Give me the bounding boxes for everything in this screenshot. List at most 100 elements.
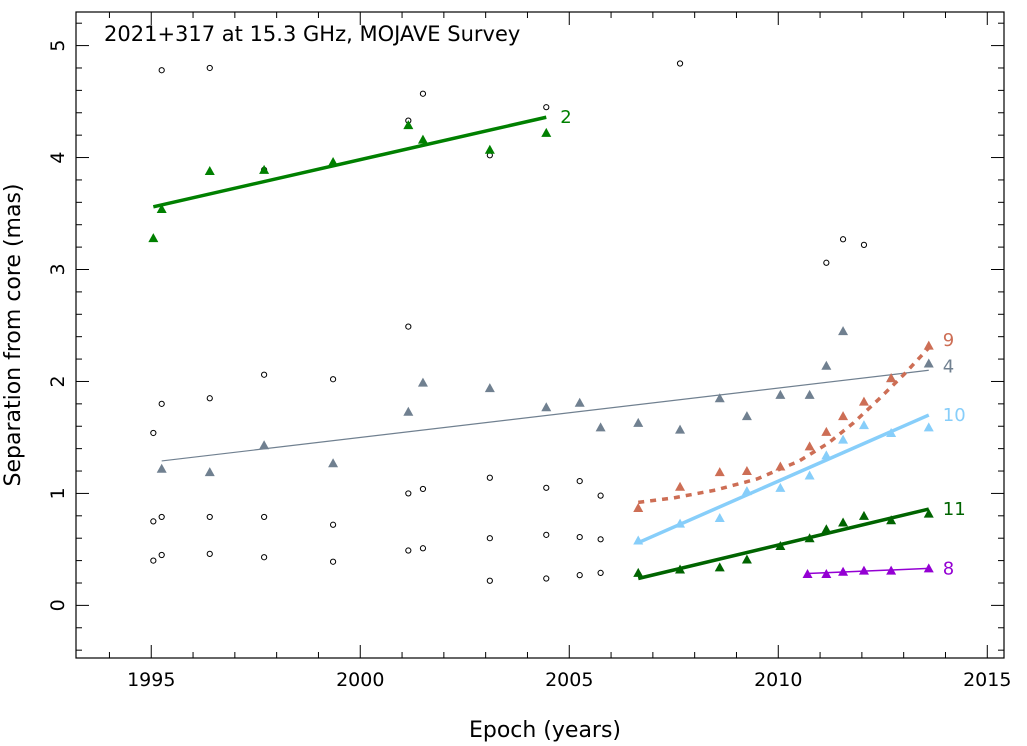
data-point-10 xyxy=(633,535,644,545)
series-label-9: 9 xyxy=(943,330,954,351)
fit-line-2 xyxy=(152,115,547,209)
unassigned-point xyxy=(839,236,847,243)
data-point-2 xyxy=(484,144,495,154)
unassigned-point xyxy=(405,323,412,330)
unassigned-point xyxy=(405,490,412,497)
data-point-10 xyxy=(804,470,815,480)
unassigned-point xyxy=(261,513,268,521)
unassigned-point xyxy=(576,533,583,541)
x-tick-label: 2015 xyxy=(963,669,1011,691)
data-point-11 xyxy=(775,541,786,551)
unassigned-point xyxy=(597,536,604,543)
data-point-4 xyxy=(675,424,686,434)
x-axis-title: Epoch (years) xyxy=(469,718,621,743)
data-point-4 xyxy=(741,411,752,421)
data-point-8 xyxy=(821,569,832,579)
data-point-8 xyxy=(886,565,897,575)
unassigned-point xyxy=(206,513,213,521)
unassigned-point xyxy=(206,64,213,72)
y-tick-label: 0 xyxy=(47,599,69,611)
data-point-4 xyxy=(259,440,270,450)
unassigned-point xyxy=(543,484,550,491)
data-point-2 xyxy=(417,134,428,144)
unassigned-point xyxy=(860,241,868,248)
data-point-4 xyxy=(775,389,786,399)
data-point-10 xyxy=(714,513,725,523)
data-point-4 xyxy=(204,467,215,477)
unassigned-point xyxy=(261,554,268,561)
data-point-4 xyxy=(923,358,934,368)
unassigned-point xyxy=(543,531,550,538)
data-point-9 xyxy=(714,467,725,477)
data-point-10 xyxy=(886,427,897,437)
unassigned-point xyxy=(206,550,213,557)
data-point-4 xyxy=(714,393,725,403)
y-tick-label: 3 xyxy=(47,263,69,275)
series-label-8: 8 xyxy=(943,558,954,579)
chart-title: 2021+317 at 15.3 GHz, MOJAVE Survey xyxy=(104,22,520,46)
data-point-4 xyxy=(838,326,849,336)
data-point-4 xyxy=(403,406,414,416)
unassigned-point xyxy=(329,376,337,383)
x-tick-label: 2010 xyxy=(754,669,802,691)
unassigned-point xyxy=(206,395,213,402)
data-point-9 xyxy=(804,441,815,451)
data-point-9 xyxy=(775,461,786,471)
x-tick-label: 2000 xyxy=(336,669,384,691)
unassigned-point xyxy=(150,429,157,437)
data-point-2 xyxy=(156,204,167,214)
fit-line-9 xyxy=(638,346,931,505)
y-tick-label: 1 xyxy=(47,487,69,499)
data-point-11 xyxy=(675,564,686,574)
unassigned-point xyxy=(158,67,165,74)
data-point-9 xyxy=(858,396,869,406)
data-point-2 xyxy=(328,157,339,167)
data-point-9 xyxy=(923,340,934,350)
chart-marks: 2 4 8 9 10 11 xyxy=(148,60,966,584)
unassigned-point xyxy=(823,259,830,266)
data-point-9 xyxy=(821,426,832,436)
data-point-11 xyxy=(804,533,815,543)
data-point-2 xyxy=(204,165,215,175)
unassigned-point xyxy=(158,513,165,521)
data-point-11 xyxy=(741,554,752,564)
data-point-8 xyxy=(802,569,813,579)
unassigned-point xyxy=(576,478,583,485)
data-point-4 xyxy=(821,360,832,370)
data-point-4 xyxy=(484,383,495,393)
fit-line-11 xyxy=(637,507,930,581)
data-point-11 xyxy=(858,510,869,520)
unassigned-point xyxy=(597,569,604,577)
data-point-10 xyxy=(858,420,869,430)
data-point-11 xyxy=(923,508,934,518)
data-point-4 xyxy=(541,402,552,412)
unassigned-point xyxy=(329,558,337,565)
data-point-4 xyxy=(574,397,585,407)
unassigned-point xyxy=(419,485,427,493)
unassigned-point xyxy=(329,521,337,528)
data-point-2 xyxy=(541,127,552,137)
unassigned-point xyxy=(158,551,165,559)
data-point-2 xyxy=(259,164,270,174)
data-point-9 xyxy=(838,411,849,421)
unassigned-point xyxy=(576,572,583,579)
axis-ticks: 1995 2000 2005 2010 2015 0 1 2 3 4 5 xyxy=(47,12,1011,691)
y-tick-label: 2 xyxy=(47,375,69,387)
unassigned-point xyxy=(419,545,427,552)
data-point-11 xyxy=(821,524,832,534)
unassigned-point xyxy=(543,575,550,582)
data-point-2 xyxy=(403,120,414,130)
unassigned-point xyxy=(486,577,493,584)
data-point-11 xyxy=(886,515,897,525)
data-point-4 xyxy=(156,463,167,473)
data-point-10 xyxy=(675,518,686,528)
unassigned-point xyxy=(676,60,684,67)
data-point-2 xyxy=(148,233,159,243)
data-point-10 xyxy=(821,450,832,460)
unassigned-point xyxy=(486,474,493,481)
x-tick-label: 2005 xyxy=(545,669,593,691)
unassigned-point xyxy=(261,371,268,378)
data-point-10 xyxy=(838,434,849,444)
unassigned-point xyxy=(486,535,493,542)
fit-line-10 xyxy=(637,413,930,545)
